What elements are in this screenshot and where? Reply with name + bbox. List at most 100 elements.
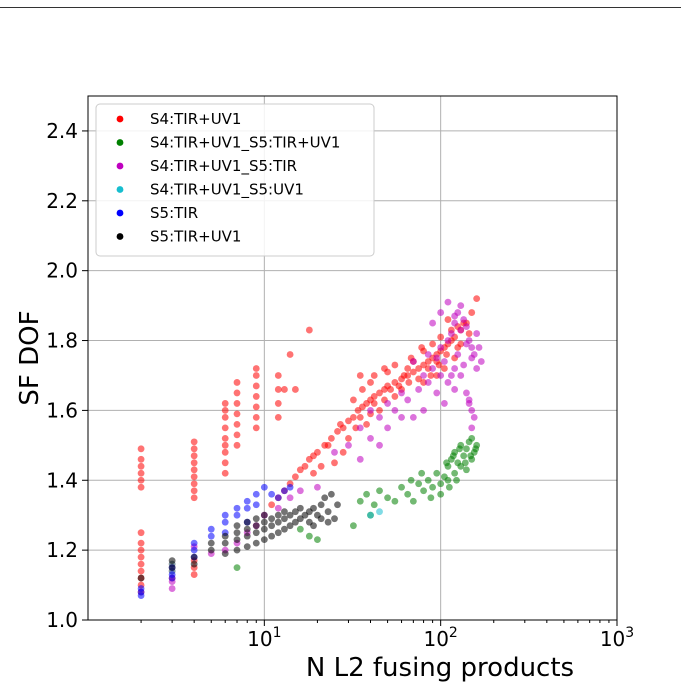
- data-point: [376, 487, 383, 495]
- data-point: [274, 494, 282, 502]
- data-point: [370, 393, 378, 400]
- data-point: [350, 413, 357, 421]
- legend-marker: [116, 233, 124, 240]
- data-point: [376, 413, 383, 421]
- y-tick-label: 2.2: [46, 189, 78, 213]
- data-point: [221, 441, 229, 449]
- data-point: [376, 389, 383, 397]
- legend-label: S4:TIR+UV1_S5:TIR: [150, 157, 297, 176]
- data-point: [291, 508, 299, 516]
- data-point: [233, 420, 241, 428]
- data-point: [310, 522, 317, 530]
- data-point: [472, 445, 480, 453]
- data-point: [243, 525, 251, 533]
- data-point: [317, 462, 325, 470]
- data-point: [429, 340, 436, 348]
- data-point: [437, 480, 445, 488]
- legend-marker: [116, 115, 124, 123]
- data-point: [444, 298, 452, 306]
- data-point: [331, 459, 338, 467]
- data-point: [468, 309, 476, 316]
- data-point: [207, 532, 215, 540]
- data-point: [252, 539, 260, 547]
- data-point: [137, 445, 145, 453]
- data-point: [190, 452, 198, 460]
- data-point: [296, 515, 304, 523]
- data-point: [433, 469, 441, 477]
- data-point: [252, 413, 260, 421]
- data-point: [443, 351, 450, 358]
- data-point: [363, 420, 370, 428]
- data-point: [465, 396, 473, 404]
- data-point: [233, 536, 241, 544]
- data-point: [449, 452, 457, 460]
- data-point: [441, 365, 448, 372]
- data-point: [286, 522, 294, 530]
- data-point: [456, 445, 463, 453]
- legend-marker: [116, 162, 124, 170]
- legend-label: S4:TIR+UV1: [150, 110, 241, 128]
- data-point: [137, 529, 145, 537]
- data-point: [190, 438, 198, 446]
- data-point: [321, 494, 329, 502]
- data-point: [260, 511, 268, 519]
- data-point: [190, 494, 198, 502]
- data-point: [137, 585, 145, 592]
- data-point: [190, 539, 198, 547]
- top-divider: [0, 7, 681, 8]
- data-point: [345, 441, 352, 449]
- data-point: [137, 469, 145, 477]
- data-point: [331, 448, 338, 456]
- data-point: [296, 504, 304, 512]
- data-point: [420, 407, 427, 414]
- data-point: [233, 511, 241, 519]
- data-point: [463, 340, 470, 348]
- data-point: [324, 518, 332, 526]
- data-point: [243, 497, 251, 505]
- data-point: [429, 483, 436, 491]
- data-point: [252, 490, 260, 498]
- data-point: [376, 508, 383, 516]
- data-point: [190, 466, 198, 474]
- data-point: [468, 344, 476, 351]
- data-point: [345, 434, 352, 442]
- x-tick-label: 103: [600, 625, 634, 651]
- y-tick-label: 1.4: [46, 468, 78, 492]
- data-point: [137, 539, 145, 547]
- data-point: [444, 316, 452, 323]
- data-point: [221, 459, 229, 467]
- data-point: [437, 372, 445, 379]
- data-point: [268, 501, 276, 509]
- legend-label: S4:TIR+UV1_S5:TIR+UV1: [150, 134, 340, 153]
- data-point: [137, 574, 145, 582]
- data-point: [370, 501, 378, 509]
- data-point: [400, 372, 408, 379]
- data-point: [324, 441, 332, 449]
- data-point: [137, 476, 145, 484]
- legend-marker: [116, 186, 124, 193]
- data-point: [137, 560, 145, 568]
- data-point: [281, 386, 288, 393]
- data-point: [252, 372, 260, 379]
- data-point: [350, 396, 357, 404]
- data-point: [437, 333, 445, 341]
- data-point: [427, 372, 435, 379]
- data-point: [420, 372, 427, 379]
- data-point: [435, 361, 443, 369]
- data-point: [465, 330, 473, 337]
- data-point: [468, 407, 476, 414]
- data-point: [460, 361, 468, 369]
- data-point: [345, 417, 352, 425]
- data-point: [356, 424, 364, 432]
- data-point: [137, 462, 145, 470]
- data-point: [433, 389, 441, 397]
- plot-frame: [87, 95, 618, 621]
- data-point: [398, 413, 405, 421]
- data-point: [409, 368, 417, 376]
- data-point: [444, 476, 452, 484]
- data-point: [367, 434, 374, 442]
- data-point: [391, 361, 399, 369]
- data-point: [405, 379, 413, 386]
- data-point: [207, 539, 215, 547]
- data-point: [137, 483, 145, 491]
